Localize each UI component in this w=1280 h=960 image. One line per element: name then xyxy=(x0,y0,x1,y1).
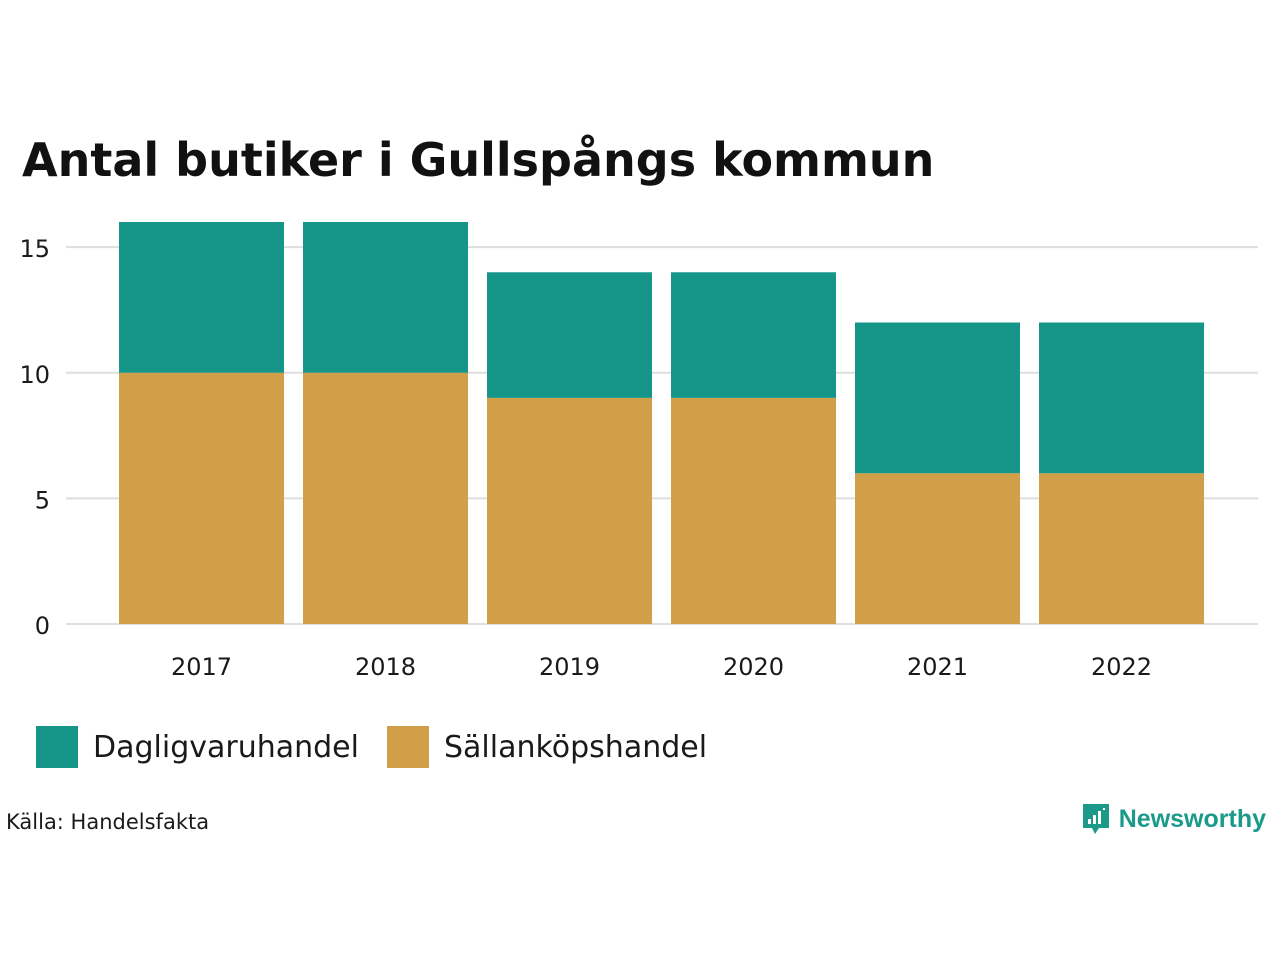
x-tick-label-2021: 2021 xyxy=(907,653,968,681)
y-tick-label-0: 0 xyxy=(35,612,50,640)
y-tick-label-10: 10 xyxy=(19,361,50,389)
bar-2021-sallankopshandel xyxy=(855,473,1020,624)
source-note: Källa: Handelsfakta xyxy=(6,810,210,834)
x-tick-label-2022: 2022 xyxy=(1091,653,1152,681)
legend-label-dagligvaruhandel: Dagligvaruhandel xyxy=(93,729,359,765)
bars xyxy=(119,222,1204,624)
legend: Dagligvaruhandel Sällanköpshandel xyxy=(36,726,735,768)
bar-2022-sallankopshandel xyxy=(1039,473,1204,624)
legend-swatch-dagligvaruhandel xyxy=(36,726,78,768)
bar-2017-sallankopshandel xyxy=(119,372,284,624)
bar-2019-sallankopshandel xyxy=(487,397,652,624)
bar-2018-dagligvaruhandel xyxy=(303,222,468,373)
newsworthy-logo: Newsworthy xyxy=(1081,802,1266,836)
legend-item-dagligvaruhandel: Dagligvaruhandel xyxy=(36,726,359,768)
x-axis-ticks: 2017 2018 2019 2020 2021 2022 xyxy=(171,653,1152,681)
chart-title: Antal butiker i Gullspångs kommun xyxy=(22,133,935,187)
bar-2019-dagligvaruhandel xyxy=(487,272,652,398)
bar-2018-sallankopshandel xyxy=(303,372,468,624)
bar-2022-dagligvaruhandel xyxy=(1039,322,1204,474)
bar-2020-sallankopshandel xyxy=(671,397,836,624)
legend-item-sallankopshandel: Sällanköpshandel xyxy=(386,726,708,768)
x-tick-label-2019: 2019 xyxy=(539,653,600,681)
legend-label-sallankopshandel: Sällanköpshandel xyxy=(443,729,708,765)
x-tick-label-2020: 2020 xyxy=(723,653,784,681)
bar-2021-dagligvaruhandel xyxy=(855,322,1020,474)
logo-text: Newsworthy xyxy=(1118,804,1266,833)
y-axis-ticks: 0 5 10 15 xyxy=(19,235,50,640)
x-tick-label-2017: 2017 xyxy=(171,653,232,681)
x-tick-label-2018: 2018 xyxy=(355,653,416,681)
y-tick-label-15: 15 xyxy=(19,235,50,263)
y-tick-label-5: 5 xyxy=(35,486,50,514)
newsworthy-logo-icon xyxy=(1082,804,1109,834)
legend-swatch-sallankopshandel xyxy=(386,726,429,768)
bar-2020-dagligvaruhandel xyxy=(671,272,836,398)
bar-2017-dagligvaruhandel xyxy=(119,222,284,373)
